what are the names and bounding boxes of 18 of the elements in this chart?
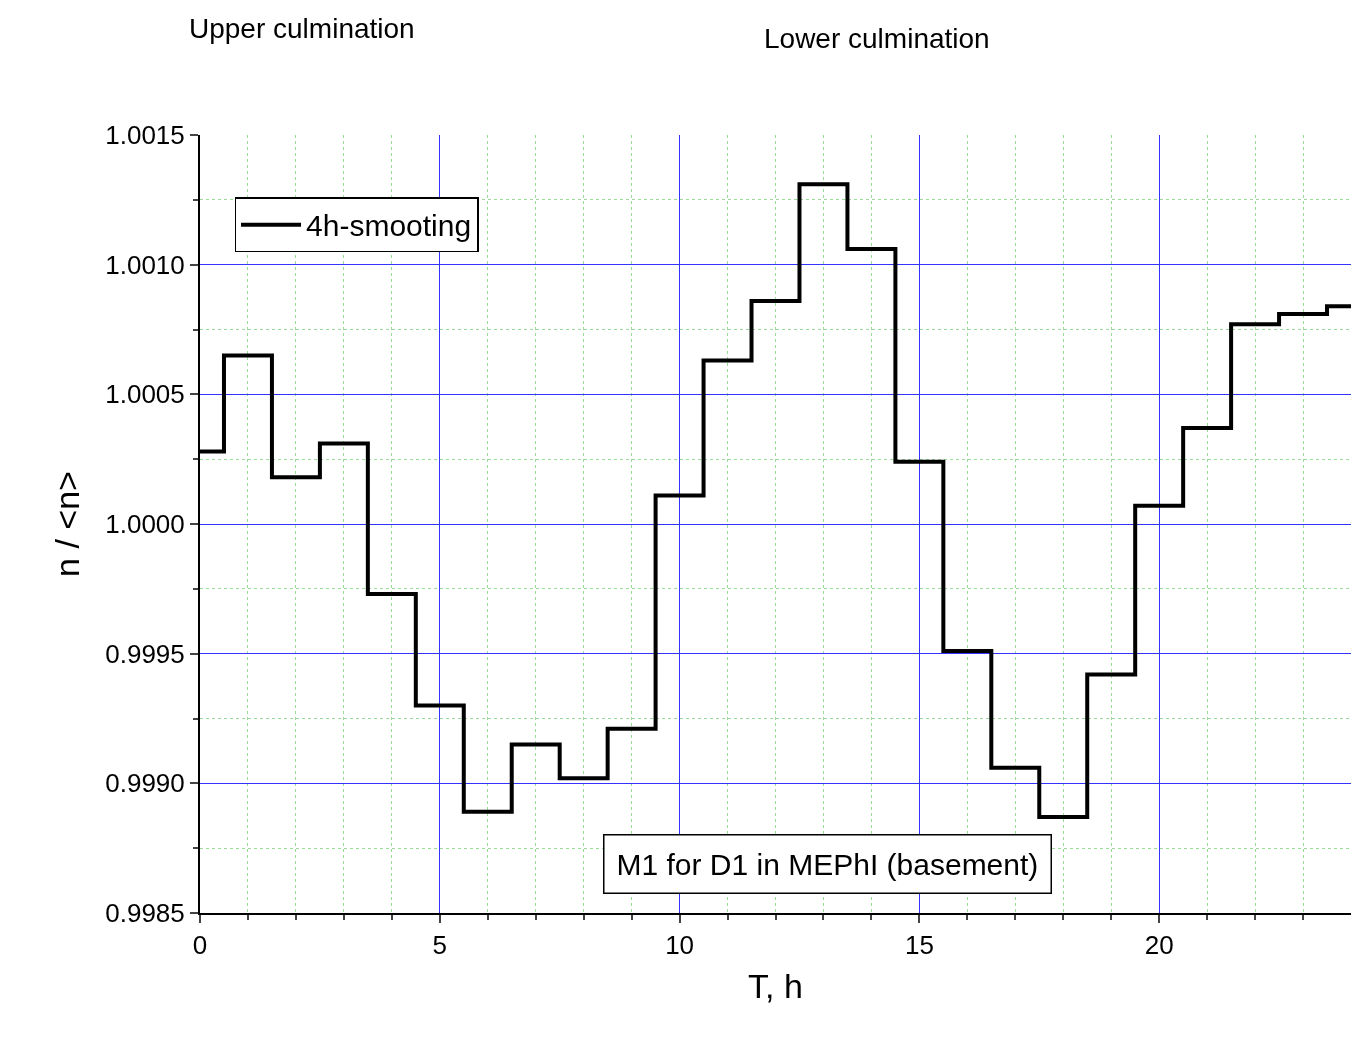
x-tick-label: 0 xyxy=(192,930,208,961)
y-tick-label: 0.9995 xyxy=(105,638,185,669)
x-tick-label: 15 xyxy=(904,930,934,961)
y-tick-label: 1.0010 xyxy=(105,249,185,280)
y-tick-label: 1.0000 xyxy=(105,509,185,540)
y-axis-title: n / <n> xyxy=(48,471,87,577)
legend-label: 4h-smooting xyxy=(306,209,472,243)
x-axis-title: T, h xyxy=(748,967,803,1005)
x-tick-label: 10 xyxy=(665,930,695,961)
x-tick-label: 5 xyxy=(432,930,448,961)
y-tick-label: 1.0015 xyxy=(105,120,185,151)
x-tick-label: 20 xyxy=(1144,930,1174,961)
annotation: M1 for D1 in MEPhI (basement) xyxy=(616,847,1039,881)
y-tick-label: 0.9985 xyxy=(105,898,185,929)
y-tick-label: 0.9990 xyxy=(105,768,185,799)
text: Upper culmination xyxy=(189,13,415,44)
y-tick-label: 1.0005 xyxy=(105,379,185,410)
text: Lower culmination xyxy=(764,23,990,54)
